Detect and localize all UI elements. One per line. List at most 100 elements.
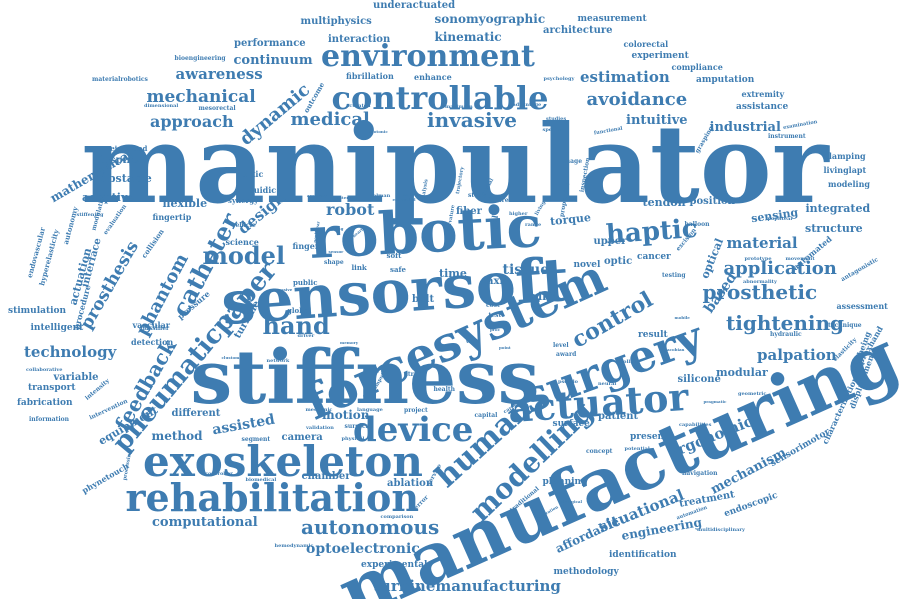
cloud-word: hand <box>262 311 330 340</box>
cloud-word: palpation <box>757 345 837 364</box>
cloud-word: mechanical <box>146 86 256 107</box>
cloud-word: silicone <box>677 374 721 385</box>
cloud-word: measurement <box>577 13 647 24</box>
cloud-word: synergy <box>228 195 259 205</box>
cloud-word: medical <box>290 109 370 130</box>
cloud-word: image <box>561 158 583 165</box>
cloud-word: controller <box>205 470 233 477</box>
cloud-word: modeling <box>828 179 870 189</box>
cloud-word: rehabilitation <box>125 475 419 520</box>
cloud-word: neural <box>598 380 617 387</box>
cloud-word: intelligent <box>30 322 84 333</box>
cloud-word: material <box>726 233 798 252</box>
cloud-word: torque <box>548 210 591 228</box>
cloud-word: concept <box>586 448 613 455</box>
cloud-word: classifier <box>139 325 170 332</box>
cloud-word: optoelectronic <box>306 541 420 557</box>
cloud-word: range <box>525 221 542 228</box>
cloud-word: detection <box>131 337 174 347</box>
cloud-word: upper <box>593 236 627 247</box>
cloud-word: vascular <box>132 320 170 330</box>
cloud-word: information <box>29 416 70 423</box>
cloud-word: gel <box>487 214 500 230</box>
cloud-word: kinematic <box>434 30 502 44</box>
cloud-word: ablation <box>387 478 434 489</box>
cloud-word: actuated <box>346 102 371 109</box>
cloud-word: fluidic <box>248 185 277 195</box>
cloud-word: identification <box>609 549 677 560</box>
cloud-word: language <box>357 406 383 413</box>
cloud-word: livinglapt <box>823 165 867 175</box>
cloud-word: camera <box>281 432 323 443</box>
cloud-word: structure <box>805 221 863 235</box>
cloud-word: abnormality <box>743 278 777 285</box>
cloud-word: popliteal <box>767 215 793 222</box>
cloud-word: compliance <box>671 62 723 72</box>
cloud-word: surface <box>552 418 590 429</box>
cloud-word: future <box>487 197 509 204</box>
cloud-word: clamping <box>824 151 866 161</box>
cloud-word: awareness <box>175 64 263 83</box>
cloud-word: controllable <box>331 79 549 117</box>
cloud-word: specific <box>542 126 564 133</box>
cloud-word: hydraulic <box>770 331 802 338</box>
cloud-word: prototype <box>744 255 772 262</box>
cloud-word: approach <box>150 112 234 131</box>
cloud-word: bolt <box>412 294 435 305</box>
cloud-word: health <box>433 386 455 393</box>
cloud-word: axis <box>487 276 509 287</box>
cloud-word: mesorectal <box>198 105 236 112</box>
cloud-word: patient <box>598 411 639 422</box>
cloud-word: balloon <box>684 221 710 228</box>
cloud-word: time <box>439 266 467 280</box>
cloud-word: position <box>689 196 735 207</box>
cloud-word: present <box>630 431 669 442</box>
cloud-word: adaptive <box>82 190 135 204</box>
cloud-word: biomedical <box>245 476 277 483</box>
cloud-word: model <box>202 241 286 270</box>
cloud-word: sonomyographic <box>434 12 546 26</box>
cloud-word: segment <box>241 436 271 443</box>
cloud-word: multidisciplinary <box>697 526 745 533</box>
cloud-word: assessment <box>836 301 888 311</box>
cloud-word: result <box>638 329 668 340</box>
cloud-word: experimental <box>361 559 428 570</box>
cloud-word: integrated <box>805 201 871 215</box>
cloud-word: extremity <box>741 89 785 99</box>
cloud-word: work <box>466 338 480 345</box>
cloud-word: exoskeleton <box>143 437 423 486</box>
cloud-word: vehicle <box>232 222 256 229</box>
cloud-word: multiphysics <box>300 16 372 27</box>
cloud-word: advantage <box>512 101 542 108</box>
cloud-word: autonomous <box>301 515 440 539</box>
cloud-word: fiber <box>456 206 482 217</box>
cloud-word: tissue <box>502 262 550 278</box>
cloud-word: kalman <box>369 192 391 199</box>
cloud-word: safe <box>390 264 406 274</box>
cloud-word: network <box>266 357 290 364</box>
cloud-word: experiment <box>631 50 689 61</box>
cloud-word: geometric <box>738 390 767 397</box>
cloud-word: bioengineering <box>174 55 226 62</box>
cloud-word: planning <box>542 476 588 487</box>
cloud-word: technology <box>24 342 117 361</box>
cloud-word: prosthetic <box>702 280 818 304</box>
cloud-word: assistance <box>736 101 789 112</box>
cloud-word: computational <box>152 514 258 530</box>
cloud-word: external <box>337 195 356 200</box>
cloud-word: sensor <box>328 249 344 254</box>
cloud-word: intuitive <box>626 112 688 128</box>
cloud-word: atrial <box>404 371 423 378</box>
cloud-word: tightening <box>726 311 844 335</box>
cloud-word: driver <box>297 332 315 339</box>
cloud-word: finger <box>292 241 320 251</box>
cloud-word: pragmatic <box>703 399 727 404</box>
cloud-word: optic <box>604 256 633 267</box>
cloud-word: stiffness <box>190 335 540 421</box>
cloud-word: jacobian <box>665 347 685 352</box>
cloud-word: link <box>351 262 367 272</box>
cloud-word: novel <box>573 259 601 270</box>
cloud-word: continuum <box>233 52 313 68</box>
cloud-word: invasive <box>427 108 517 132</box>
